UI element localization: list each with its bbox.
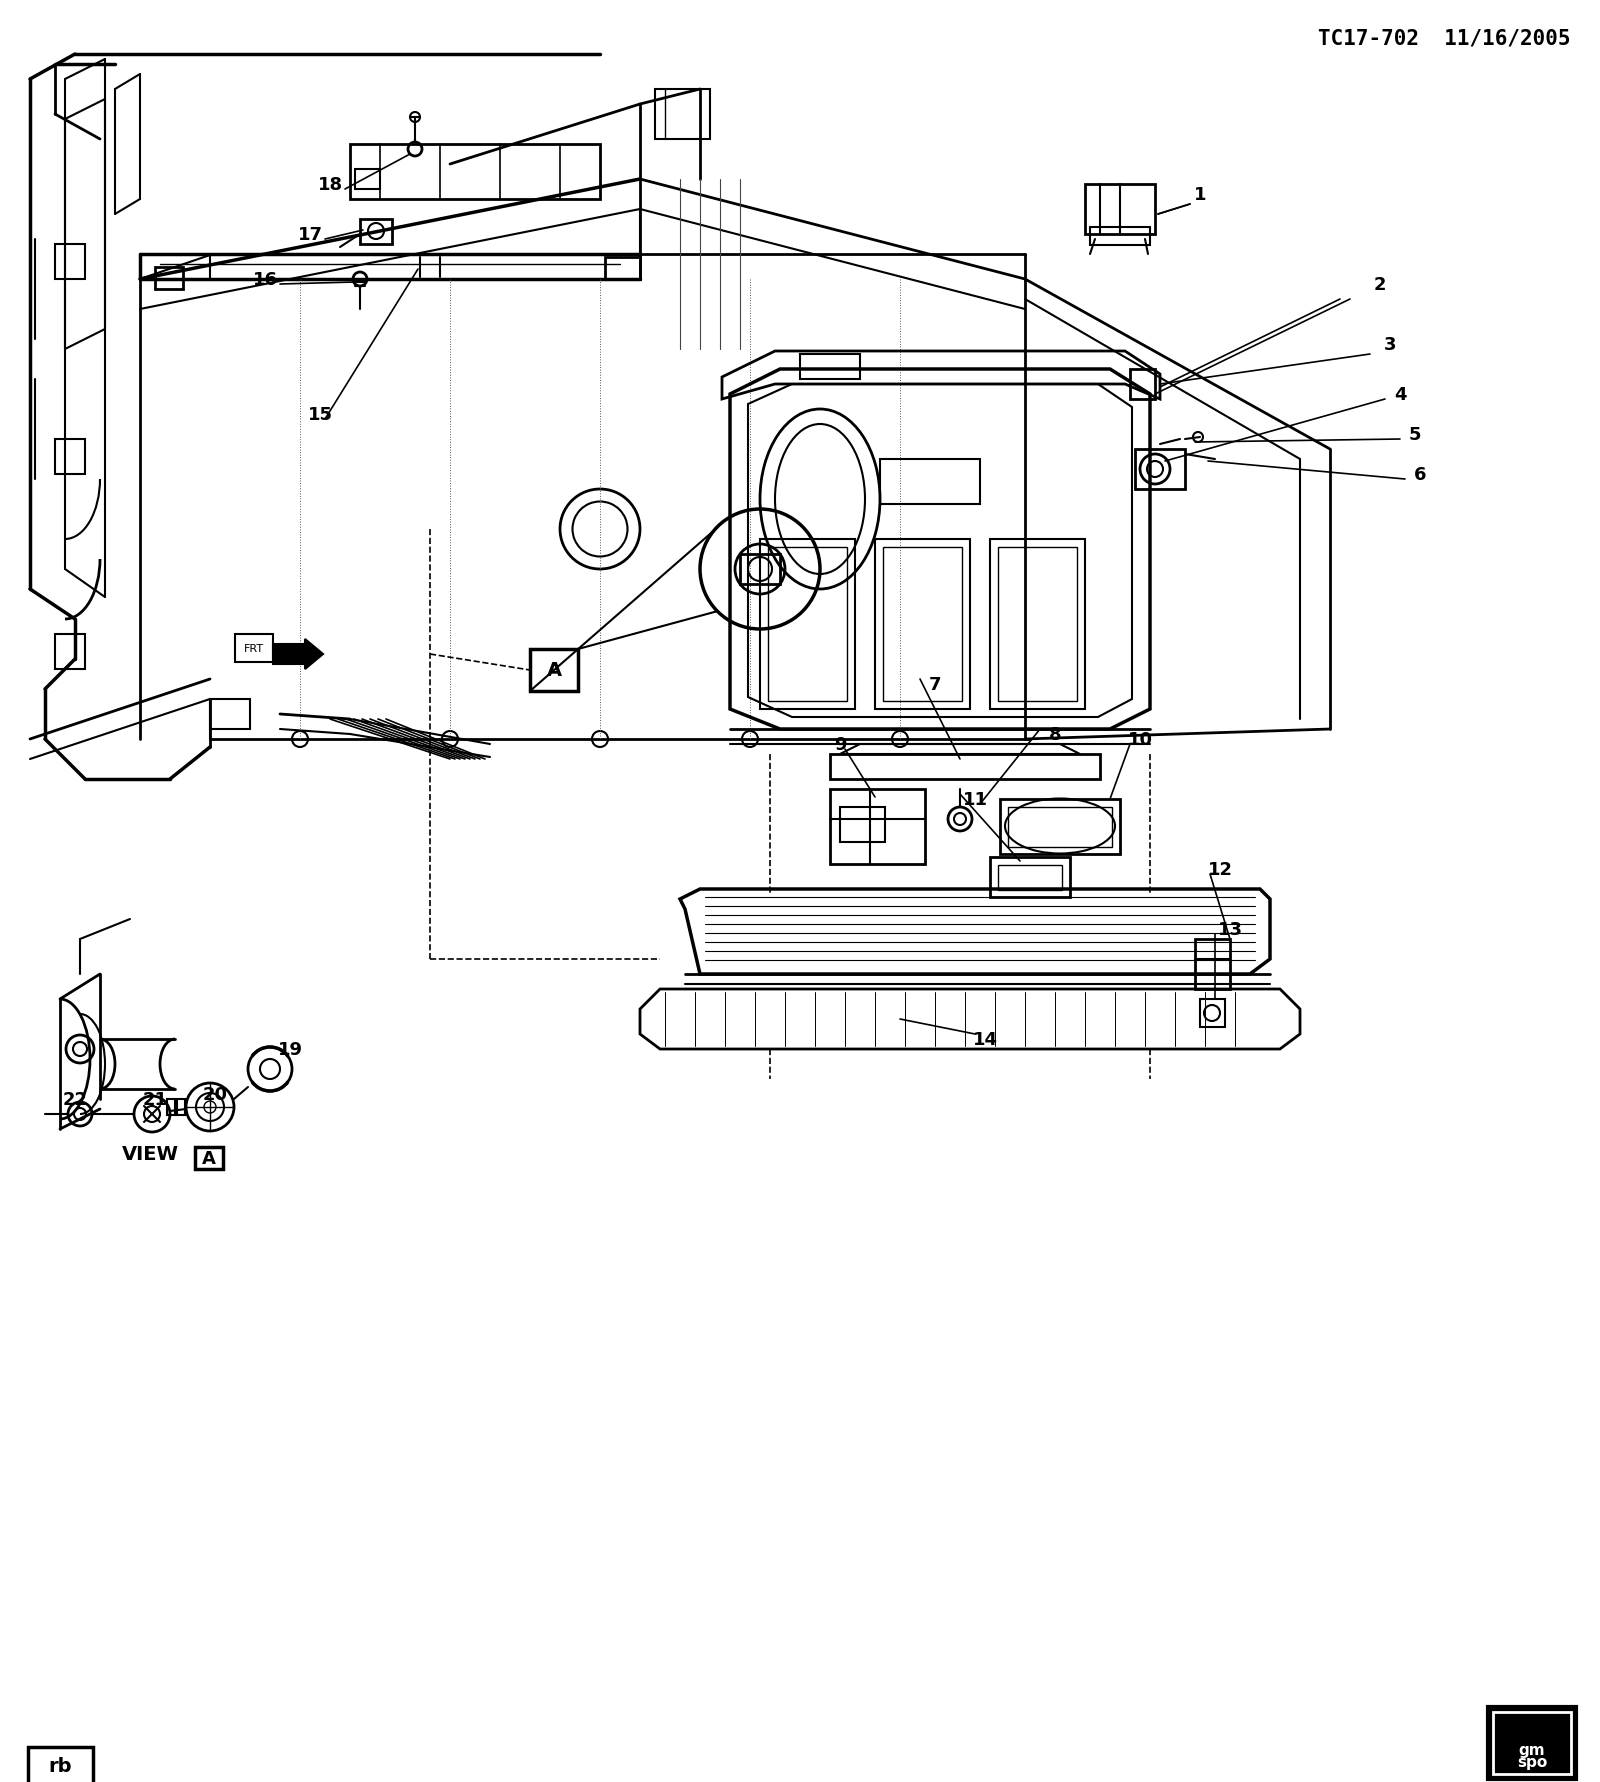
Bar: [355, 169, 381, 191]
Text: 15: 15: [307, 406, 333, 424]
Text: 2: 2: [1374, 276, 1386, 294]
Bar: [998, 866, 1062, 891]
Bar: [350, 144, 600, 200]
Bar: [360, 219, 392, 244]
Bar: [1090, 228, 1150, 246]
Text: rb: rb: [48, 1757, 72, 1775]
Bar: [1195, 939, 1230, 989]
Text: A: A: [202, 1149, 216, 1167]
Bar: [210, 700, 250, 729]
Bar: [195, 1148, 222, 1169]
Bar: [235, 634, 274, 663]
Text: 10: 10: [1128, 731, 1152, 748]
Bar: [54, 440, 85, 474]
Text: 11: 11: [963, 791, 987, 809]
Bar: [178, 1099, 186, 1116]
Text: 8: 8: [1048, 725, 1061, 743]
Polygon shape: [274, 640, 323, 670]
Text: 16: 16: [253, 271, 277, 289]
Text: 4: 4: [1394, 385, 1406, 405]
Text: 14: 14: [973, 1030, 997, 1048]
Bar: [166, 1099, 174, 1116]
Bar: [1000, 800, 1120, 855]
Text: FRT: FRT: [243, 643, 264, 654]
Bar: [155, 267, 182, 290]
Text: 3: 3: [1384, 335, 1397, 355]
Text: 5: 5: [1408, 426, 1421, 444]
Bar: [840, 807, 885, 843]
Text: 19: 19: [277, 1041, 302, 1059]
Text: TC17-702  11/16/2005: TC17-702 11/16/2005: [1317, 29, 1570, 48]
Text: 7: 7: [928, 675, 941, 693]
Bar: [990, 857, 1070, 898]
Text: VIEW: VIEW: [122, 1144, 179, 1164]
Bar: [605, 258, 640, 280]
Text: 6: 6: [1414, 465, 1426, 483]
Text: 22: 22: [62, 1091, 88, 1108]
Bar: [530, 650, 578, 691]
Text: 17: 17: [298, 226, 323, 244]
Bar: [739, 554, 781, 584]
Text: 21: 21: [142, 1091, 168, 1108]
Bar: [1130, 371, 1155, 399]
Bar: [1085, 185, 1155, 235]
Bar: [1134, 449, 1186, 490]
Text: A: A: [547, 661, 562, 681]
Bar: [800, 355, 861, 380]
Text: 13: 13: [1218, 921, 1243, 939]
Bar: [880, 460, 979, 504]
Text: 18: 18: [317, 176, 342, 194]
Bar: [1200, 1000, 1226, 1028]
Bar: [654, 89, 710, 141]
Bar: [1008, 807, 1112, 848]
Text: 20: 20: [203, 1085, 227, 1103]
Bar: [1493, 1713, 1571, 1775]
Text: 9: 9: [834, 736, 846, 754]
Bar: [29, 1746, 93, 1782]
Ellipse shape: [1506, 1720, 1558, 1737]
Text: spo: spo: [1517, 1755, 1547, 1770]
Bar: [54, 244, 85, 280]
Text: 1: 1: [1194, 185, 1206, 203]
Text: 12: 12: [1208, 861, 1232, 879]
Bar: [54, 634, 85, 670]
Bar: [1488, 1707, 1576, 1778]
Text: gm: gm: [1518, 1743, 1546, 1757]
Bar: [830, 789, 925, 864]
